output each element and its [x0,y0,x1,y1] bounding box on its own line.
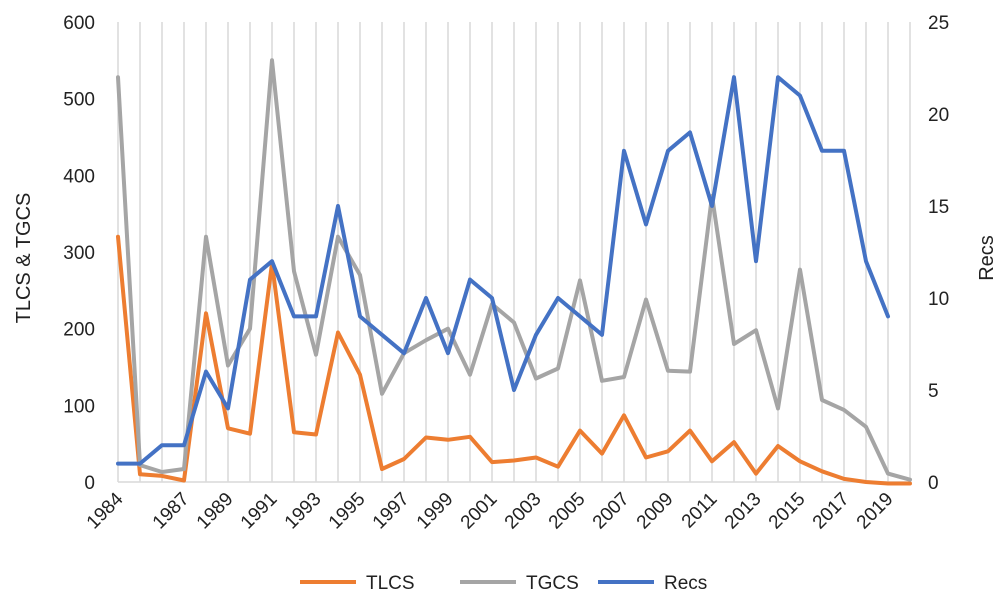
y-tick-label: 400 [63,166,95,187]
legend-label-tlcs: TLCS [366,573,415,594]
x-tick-label: 1987 [149,489,194,534]
x-tick-label: 1999 [413,489,458,534]
series-line-tgcs [116,58,912,482]
series-lines [116,58,912,486]
y2-tick-label: 0 [928,473,939,494]
y-tick-label: 0 [84,473,95,494]
legend-label-recs: Recs [664,573,707,594]
legend-label-tgcs: TGCS [526,573,579,594]
x-tick-label: 2013 [721,489,766,534]
x-tick-label: 2015 [765,489,810,534]
x-tick-label: 1991 [237,489,282,534]
y2-tick-label: 15 [928,197,949,218]
gridlines [117,22,911,483]
x-tick-label: 1989 [193,489,238,534]
y2-tick-label: 25 [928,13,949,34]
y-tick-label: 600 [63,13,95,34]
x-tick-label: 2009 [633,489,678,534]
x-tick-label: 1984 [83,488,128,533]
y-tick-label: 500 [63,90,95,111]
x-axis-ticks: 1984 1987 1989 1991 1993 1995 1997 1999 2001 2003… [83,488,898,533]
x-tick-label: 2019 [853,489,898,534]
x-tick-label: 1993 [281,489,326,534]
x-tick-label: 2017 [809,489,854,534]
series-line-tlcs [116,234,912,486]
y-tick-label: 100 [63,396,95,417]
x-tick-label: 1997 [369,489,414,534]
legend: TLCS TGCS Recs [300,573,707,594]
y-tick-label: 300 [63,243,95,264]
x-tick-label: 2007 [589,489,634,534]
y2-tick-label: 10 [928,289,949,310]
y-axis-title: TLCS & TGCS [13,193,35,324]
x-tick-label: 2003 [501,489,546,534]
y2-axis-title: Recs [976,235,998,281]
series-line-recs [116,75,890,466]
x-tick-label: 2001 [457,489,502,534]
y2-tick-label: 5 [928,381,939,402]
y-tick-label: 200 [63,320,95,341]
y2-axis-ticks: 0 5 10 15 20 25 [928,13,949,494]
y2-tick-label: 20 [928,105,949,126]
y-axis-ticks: 0 100 200 300 400 500 600 [63,13,95,494]
x-tick-label: 2011 [678,489,722,533]
x-tick-label: 1995 [325,489,370,534]
x-tick-label: 2005 [545,489,590,534]
